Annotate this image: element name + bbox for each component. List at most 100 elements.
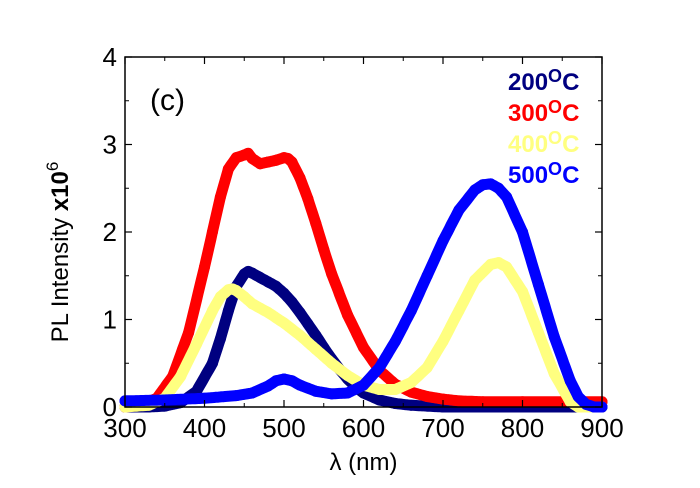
data-point bbox=[175, 370, 187, 382]
data-point bbox=[421, 270, 433, 282]
data-point bbox=[405, 399, 417, 411]
data-point bbox=[405, 377, 417, 388]
x-tick-label: 900 bbox=[580, 413, 623, 443]
data-point bbox=[286, 296, 298, 308]
data-point bbox=[469, 184, 481, 196]
data-point bbox=[246, 153, 258, 164]
y-tick-label: 3 bbox=[103, 130, 117, 160]
data-point bbox=[342, 370, 354, 381]
data-point bbox=[286, 156, 298, 168]
legend-item-300c: 300OC bbox=[508, 97, 579, 127]
y-tick-label: 4 bbox=[103, 42, 117, 72]
x-tick-label: 800 bbox=[501, 413, 544, 443]
legend-degree: O bbox=[548, 128, 562, 148]
y-tick-label: 0 bbox=[103, 392, 117, 422]
data-point bbox=[206, 357, 218, 369]
data-point bbox=[326, 357, 338, 369]
data-point bbox=[389, 384, 401, 395]
legend-item-200c: 200OC bbox=[508, 66, 579, 96]
data-point bbox=[373, 362, 385, 374]
legend-unit: C bbox=[562, 69, 579, 96]
data-point bbox=[238, 291, 250, 303]
data-point bbox=[548, 331, 560, 343]
data-point bbox=[389, 335, 401, 347]
data-point bbox=[310, 385, 322, 397]
data-point bbox=[564, 375, 576, 387]
x-tick-label: 300 bbox=[103, 413, 146, 443]
legend-degree: O bbox=[548, 66, 562, 86]
legend-value: 300 bbox=[508, 100, 548, 127]
data-point bbox=[310, 343, 322, 355]
data-point bbox=[222, 163, 234, 175]
data-point bbox=[278, 287, 290, 299]
x-tick-labels: 300 400 500 600 700 800 900 bbox=[103, 413, 623, 443]
y-axis-title-text: PL Intensity bbox=[47, 211, 74, 342]
data-point bbox=[262, 307, 274, 318]
data-point bbox=[358, 379, 369, 391]
data-point bbox=[437, 335, 449, 347]
series-500c bbox=[119, 178, 608, 413]
y-tick-label: 1 bbox=[103, 305, 117, 335]
data-point bbox=[501, 261, 513, 273]
ticks-layer bbox=[124, 56, 603, 408]
y-tick-label: 2 bbox=[103, 217, 117, 247]
data-point bbox=[262, 380, 274, 392]
data-point bbox=[302, 193, 314, 205]
data-point bbox=[501, 191, 513, 203]
x-axis-title: λ (nm) bbox=[330, 449, 398, 476]
data-point bbox=[389, 398, 401, 409]
legend-degree: O bbox=[548, 97, 562, 117]
data-point bbox=[421, 391, 433, 402]
data-point bbox=[437, 235, 449, 247]
data-point bbox=[294, 329, 306, 341]
data-point bbox=[326, 268, 338, 280]
legend-value: 500 bbox=[508, 162, 548, 189]
data-point bbox=[532, 327, 544, 339]
data-point bbox=[214, 333, 226, 345]
panel-label: (c) bbox=[150, 84, 185, 117]
y-axis-title-exponent: 6 bbox=[43, 162, 62, 171]
data-point bbox=[373, 384, 385, 395]
data-point bbox=[469, 274, 481, 286]
data-point bbox=[206, 305, 218, 317]
series-layer bbox=[119, 147, 608, 413]
x-tick-label: 500 bbox=[262, 413, 305, 443]
data-point bbox=[405, 305, 417, 317]
legend-degree: O bbox=[548, 159, 562, 179]
data-point bbox=[342, 387, 354, 399]
data-point bbox=[493, 182, 505, 194]
data-point bbox=[230, 285, 242, 297]
data-point bbox=[421, 362, 433, 374]
y-tick-labels: 0 1 2 3 4 bbox=[103, 42, 117, 422]
x-tick-label: 700 bbox=[421, 413, 464, 443]
data-point bbox=[453, 204, 465, 216]
data-point bbox=[214, 291, 226, 303]
x-tick-label: 400 bbox=[183, 413, 226, 443]
data-point bbox=[302, 318, 314, 330]
data-point bbox=[199, 261, 210, 273]
data-point bbox=[183, 327, 195, 339]
data-point bbox=[214, 191, 226, 203]
data-point bbox=[326, 388, 338, 400]
legend-unit: C bbox=[562, 162, 579, 189]
data-point bbox=[206, 226, 218, 238]
data-point bbox=[294, 307, 306, 318]
data-point bbox=[532, 279, 544, 290]
legend-unit: C bbox=[562, 100, 579, 127]
data-point bbox=[246, 298, 258, 310]
series-line bbox=[119, 148, 608, 413]
data-point bbox=[230, 390, 242, 402]
data-point bbox=[358, 342, 369, 353]
legend-item-500c: 500OC bbox=[508, 159, 579, 189]
data-point bbox=[222, 305, 234, 317]
legend-unit: C bbox=[562, 131, 579, 158]
data-point bbox=[246, 387, 258, 399]
data-point bbox=[294, 379, 306, 391]
data-point bbox=[191, 338, 203, 350]
x-tick-label: 600 bbox=[342, 413, 385, 443]
data-point bbox=[310, 329, 322, 341]
legend-value: 200 bbox=[508, 69, 548, 96]
data-point bbox=[342, 309, 354, 321]
